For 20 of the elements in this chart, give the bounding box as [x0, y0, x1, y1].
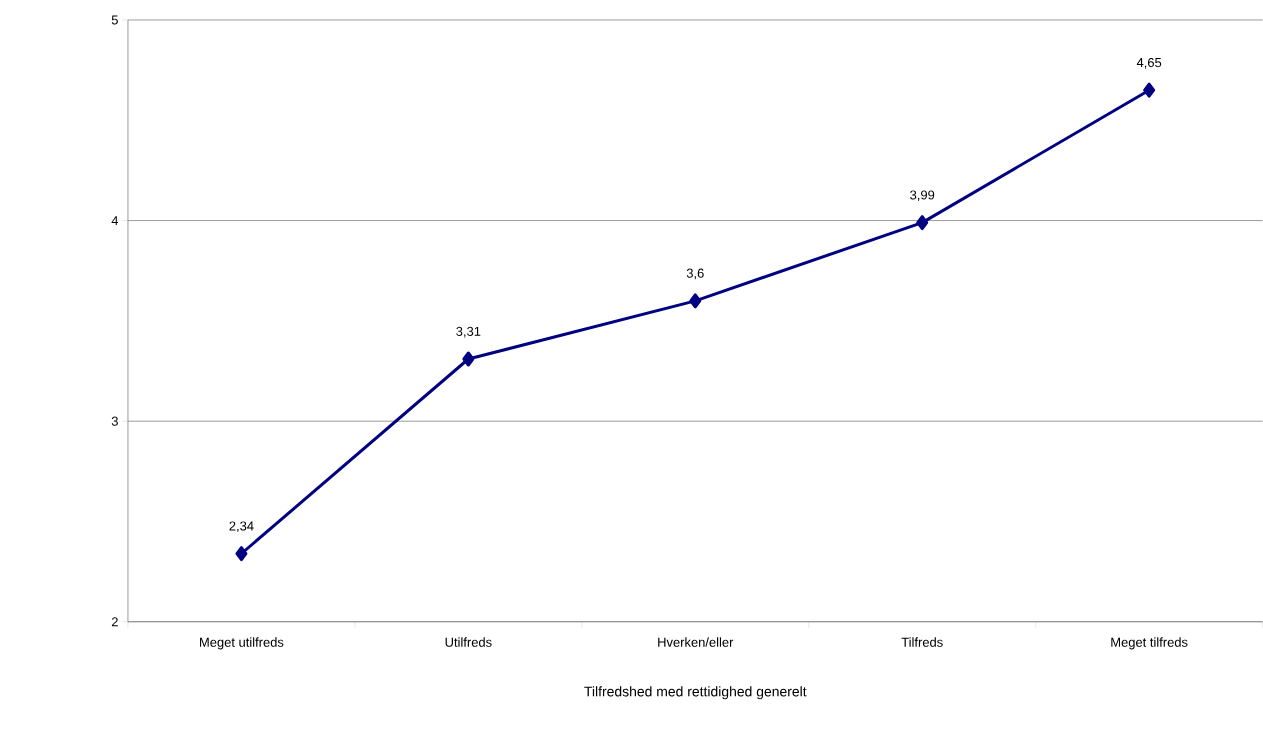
data-label: 4,65: [1136, 58, 1162, 69]
data-label: 3,6: [686, 268, 704, 280]
point: [916, 215, 929, 231]
y-tick-label: 3: [111, 416, 118, 426]
point: [1143, 82, 1156, 98]
y-tick-label: 4: [111, 216, 119, 226]
x-tick-label: Utilfreds: [445, 637, 492, 647]
data-label: 3,99: [910, 190, 935, 202]
data-label: 2,34: [229, 521, 254, 533]
point: [689, 293, 702, 309]
y-tick-label: 2: [111, 617, 118, 627]
point: [462, 351, 475, 367]
point: [235, 546, 248, 562]
x-tick-label: Hverken/eller: [658, 637, 734, 647]
x-axis-title: Tilfredshed med rettidighed generelt: [584, 686, 807, 700]
x-tick-label: Meget tilfreds: [1111, 637, 1188, 650]
x-tick-label: Tilfreds: [901, 637, 943, 647]
data-label: 3,31: [456, 326, 481, 338]
y-tick-label: 5: [111, 15, 118, 25]
x-tick-label: Meget utilfreds: [200, 637, 284, 650]
